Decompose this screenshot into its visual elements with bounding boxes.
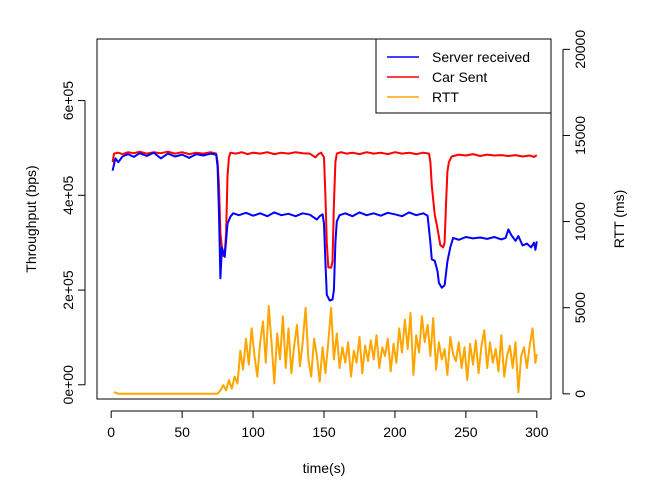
- y2-tick-label: 20000: [572, 30, 588, 69]
- y2-tick-label: 10000: [572, 202, 588, 241]
- y-tick-label: 4e+05: [60, 175, 76, 215]
- x-tick-label: 300: [525, 424, 549, 440]
- series-line-rtt: [113, 305, 538, 395]
- x-tick-label: 0: [107, 424, 115, 440]
- x-tick-label: 150: [312, 424, 336, 440]
- series-line-car-sent: [111, 150, 538, 269]
- y2-tick-label: 0: [572, 390, 588, 398]
- x-tick-label: 200: [383, 424, 407, 440]
- y-tick-label: 6e+05: [60, 81, 76, 121]
- plot-frame: [96, 38, 552, 400]
- series-layer: [111, 150, 538, 395]
- legend: Server received Car Sent RTT: [375, 38, 552, 114]
- x-axis-title: time(s): [303, 460, 346, 476]
- y-axis-title: Throughput (bps): [23, 165, 39, 272]
- x-tick-label: 50: [174, 424, 190, 440]
- y2-axis-title: RTT (ms): [611, 190, 627, 249]
- y-tick-label: 2e+05: [60, 270, 76, 310]
- x-tick-label: 250: [454, 424, 478, 440]
- series-line-server-received: [111, 151, 538, 302]
- legend-label-rtt: RTT: [432, 89, 459, 105]
- y2-tick-label: 5000: [572, 292, 588, 323]
- axis-layer: 0 50 100 150 200 250 300 0e+00 2e+05 4e+05 6e+05 0 5…: [60, 30, 588, 440]
- legend-label-car-sent: Car Sent: [432, 69, 487, 85]
- y2-tick-label: 15000: [572, 116, 588, 155]
- x-tick-label: 100: [241, 424, 265, 440]
- y-tick-label: 0e+00: [60, 365, 76, 405]
- legend-label-server-received: Server received: [432, 49, 530, 65]
- legend-box: [375, 38, 552, 114]
